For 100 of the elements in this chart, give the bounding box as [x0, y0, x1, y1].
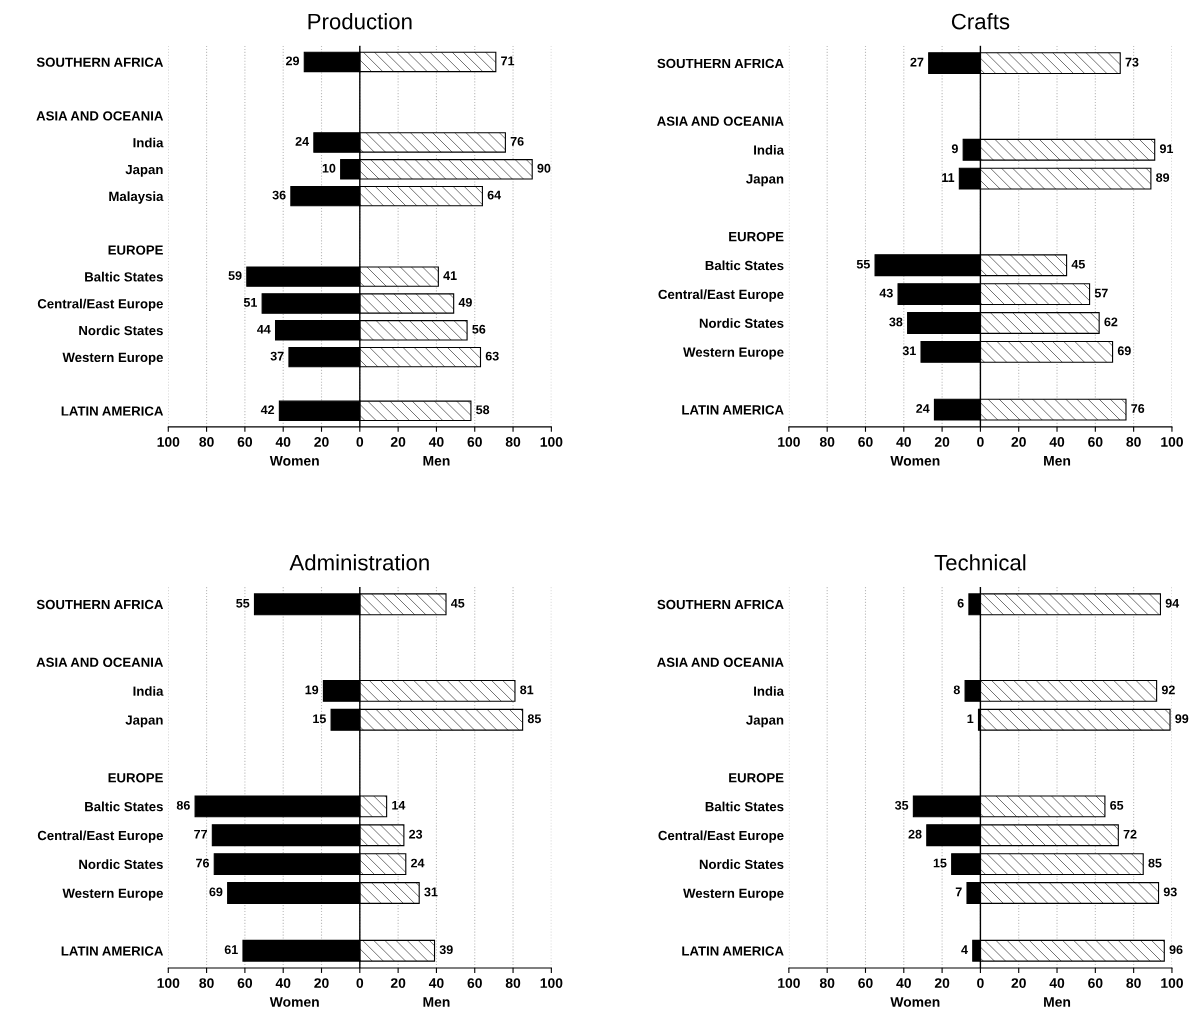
data-label: 15 — [933, 858, 947, 868]
x-tick-label: 60 — [467, 437, 482, 447]
data-label: 76 — [196, 858, 210, 868]
data-label: 29 — [286, 56, 300, 66]
y-tick-label: Central/East Europe — [37, 830, 163, 843]
data-label: 76 — [1131, 404, 1145, 413]
x-tick-label: 20 — [934, 978, 950, 988]
x-tick-label: 60 — [858, 978, 873, 988]
data-label: 42 — [260, 405, 275, 415]
data-label: 4 — [961, 945, 968, 954]
data-label: 44 — [257, 324, 271, 334]
data-label: 8 — [953, 685, 960, 695]
text: Men — [423, 456, 450, 466]
y-tick-label: Japan — [746, 174, 784, 187]
data-label: 92 — [1161, 685, 1175, 695]
data-label: 38 — [889, 317, 903, 327]
data-label: 71 — [501, 56, 515, 66]
x-tick-label: 80 — [819, 978, 835, 988]
y-tick-label: ASIA AND OCEANIA — [657, 657, 784, 667]
data-label: 1 — [967, 714, 974, 724]
data-label: 41 — [443, 271, 457, 280]
x-tick-label: 100 — [157, 978, 180, 988]
text: Men — [423, 997, 450, 1007]
y-tick-label: India — [754, 145, 785, 155]
x-tick-label: 40 — [896, 978, 911, 988]
data-label: 45 — [450, 598, 465, 608]
y-tick-label: SOUTHERN AFRICA — [36, 599, 164, 610]
y-tick-label: India — [133, 686, 164, 696]
data-label: 19 — [305, 685, 319, 695]
y-tick-label: EUROPE — [108, 245, 163, 255]
text: Men — [1044, 456, 1071, 466]
x-tick-label: 40 — [896, 437, 911, 447]
chart-title: Production — [308, 13, 412, 30]
y-tick-label: Nordic States — [79, 859, 163, 870]
y-tick-label: EUROPE — [108, 773, 163, 783]
data-label: 56 — [472, 324, 486, 334]
y-tick-label: India — [133, 137, 164, 148]
y-tick-label: Nordic States — [699, 859, 784, 870]
y-tick-label: Malaysia — [109, 191, 164, 204]
y-tick-label: Western Europe — [683, 347, 784, 360]
x-tick-label: 0 — [977, 978, 984, 988]
x-tick-label: 100 — [778, 978, 800, 988]
text: Women — [269, 456, 319, 466]
y-tick-label: EUROPE — [729, 231, 784, 242]
y-tick-label: ASIA AND OCEANIA — [657, 116, 784, 126]
x-tick-label: 100 — [1161, 978, 1183, 988]
data-label: 81 — [520, 685, 534, 695]
y-tick-label: Japan — [125, 165, 163, 177]
x-tick-label: 20 — [390, 437, 406, 447]
x-tick-label: 20 — [1011, 437, 1026, 447]
y-tick-label: LATIN AMERICA — [61, 946, 164, 956]
data-label: 6 — [957, 598, 964, 608]
x-tick-label: 20 — [314, 978, 329, 988]
y-tick-label: LATIN AMERICA — [682, 405, 784, 415]
y-tick-label: Japan — [125, 715, 163, 728]
data-label: 55 — [856, 259, 870, 269]
data-label: 49 — [458, 297, 472, 307]
data-label: 93 — [1163, 887, 1177, 897]
x-tick-label: 100 — [157, 437, 180, 447]
text: Women — [890, 456, 940, 466]
y-tick-label: Nordic States — [79, 325, 163, 336]
data-label: 28 — [908, 829, 922, 839]
x-tick-label: 40 — [1049, 978, 1065, 988]
x-tick-label: 100 — [778, 437, 800, 447]
x-tick-label: 100 — [540, 978, 563, 988]
data-label: 55 — [236, 598, 250, 608]
data-label: 86 — [176, 800, 190, 810]
data-label: 43 — [879, 288, 893, 298]
data-label: 64 — [487, 190, 502, 200]
data-label: 85 — [1148, 858, 1162, 868]
data-label: 24 — [411, 858, 425, 868]
y-tick-label: Nordic States — [699, 318, 784, 328]
data-label: 72 — [1123, 829, 1137, 839]
x-tick-label: 60 — [858, 437, 873, 447]
data-label: 39 — [439, 945, 453, 955]
data-label: 23 — [409, 829, 423, 839]
y-tick-label: LATIN AMERICA — [682, 946, 784, 956]
y-tick-label: ASIA AND OCEANIA — [36, 111, 164, 121]
data-label: 36 — [272, 190, 286, 200]
data-label: 94 — [1165, 598, 1180, 608]
data-label: 61 — [224, 945, 238, 955]
data-label: 91 — [1159, 144, 1174, 154]
y-tick-label: India — [754, 686, 785, 696]
x-tick-label: 100 — [1161, 437, 1183, 447]
data-label: 76 — [510, 136, 524, 146]
data-label: 9 — [951, 144, 958, 154]
data-label: 62 — [1104, 317, 1118, 327]
data-label: 90 — [537, 163, 551, 173]
data-label: 24 — [295, 136, 309, 146]
x-tick-label: 80 — [199, 978, 214, 988]
data-label: 85 — [527, 714, 541, 724]
y-tick-label: Western Europe — [62, 352, 163, 365]
y-tick-label: Baltic States — [705, 801, 784, 812]
x-tick-label: 80 — [1126, 437, 1141, 447]
chart-title: Crafts — [951, 13, 1010, 30]
data-label: 27 — [910, 57, 924, 67]
x-tick-label: 80 — [1126, 978, 1141, 988]
y-tick-label: EUROPE — [729, 773, 784, 783]
x-tick-label: 40 — [428, 978, 444, 988]
x-tick-label: 0 — [356, 437, 364, 447]
